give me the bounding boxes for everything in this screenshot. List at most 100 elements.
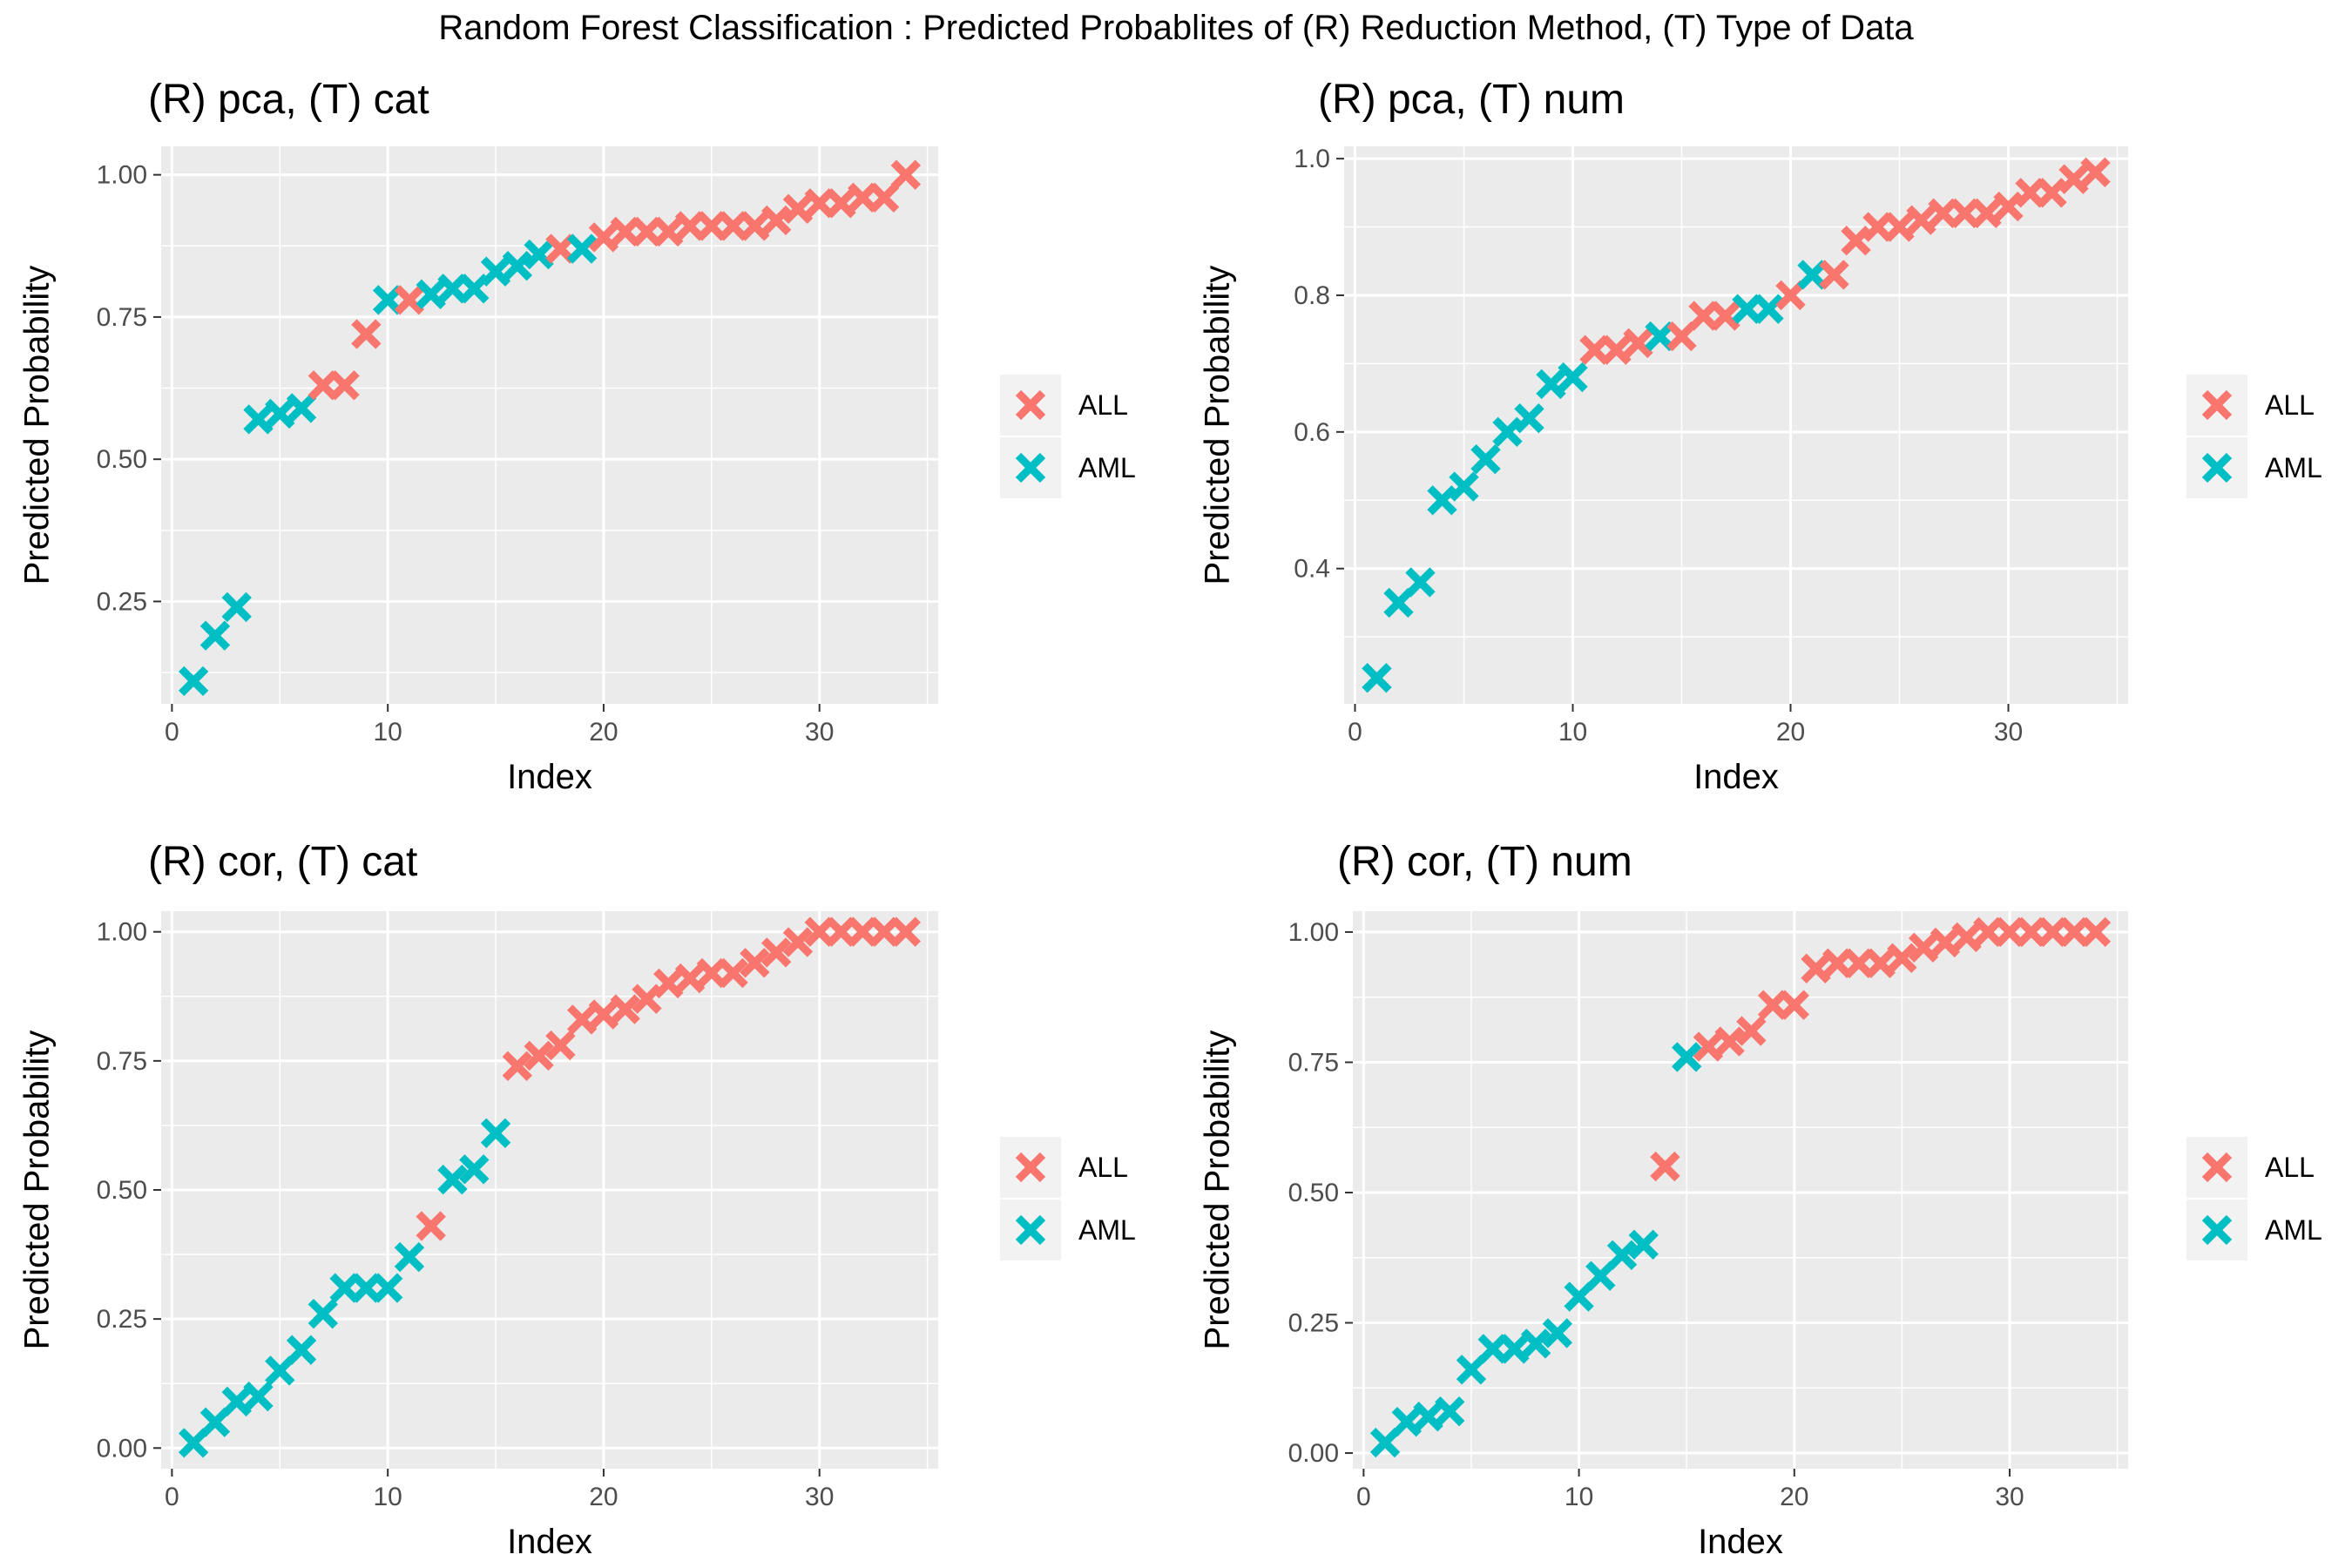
- data-point-aml: [502, 250, 533, 281]
- legend-marker-all: [1015, 1152, 1046, 1183]
- data-point-all: [1951, 922, 1982, 953]
- data-point-all: [1714, 1026, 1745, 1057]
- data-point-all: [1993, 191, 2024, 222]
- data-point-all: [890, 916, 922, 947]
- data-point-all: [2080, 916, 2112, 948]
- legend-marker-aml: [1015, 452, 1046, 483]
- axis-ticks: [1345, 930, 2011, 1477]
- data-point-all: [588, 999, 619, 1030]
- legend-marker-all: [2201, 1152, 2233, 1183]
- x-tick-label: 10: [1565, 1483, 1593, 1511]
- data-point-aml: [480, 1118, 511, 1148]
- data-point-aml: [459, 1154, 490, 1185]
- y-tick-label: 0.00: [97, 1434, 147, 1463]
- data-point-all: [1819, 260, 1849, 290]
- data-point-aml: [1564, 1281, 1594, 1312]
- y-tick-label: 0.8: [1294, 281, 1330, 310]
- data-points: [178, 916, 922, 1458]
- x-tick-label: 10: [373, 1483, 402, 1511]
- data-point-aml: [1427, 485, 1457, 516]
- data-point-aml: [524, 239, 554, 270]
- data-point-aml: [1470, 444, 1501, 475]
- data-point-all: [610, 994, 640, 1024]
- axis-ticks: [153, 173, 821, 712]
- data-points: [1369, 916, 2112, 1458]
- y-axis-label: Predicted Probability: [18, 266, 57, 585]
- data-point-all: [1841, 226, 1871, 256]
- data-point-aml: [1520, 1328, 1551, 1359]
- x-tick-label: 0: [1348, 718, 1362, 747]
- data-point-all: [1650, 1151, 1680, 1182]
- major-gridlines: [1353, 911, 2128, 1469]
- data-point-aml: [1456, 1355, 1487, 1385]
- data-point-all: [1908, 932, 1939, 963]
- data-point-aml: [178, 666, 209, 697]
- data-point-aml: [1413, 1402, 1443, 1432]
- data-point-all: [1865, 948, 1896, 978]
- data-point-aml: [1754, 294, 1784, 324]
- data-point-all: [1801, 953, 1831, 983]
- y-tick-label: 0.75: [97, 1047, 147, 1076]
- data-point-all: [1884, 212, 1915, 242]
- data-point-aml: [416, 279, 446, 309]
- data-point-aml: [265, 398, 295, 429]
- x-tick-label: 0: [165, 718, 179, 747]
- legend: ALL AML: [2186, 1137, 2322, 1260]
- panel-background: [161, 146, 938, 704]
- data-point-all: [1775, 280, 1806, 311]
- legend: ALL AML: [1000, 1137, 1136, 1260]
- data-point-all: [868, 182, 900, 213]
- data-point-aml: [178, 1428, 209, 1458]
- data-point-aml: [308, 1299, 339, 1329]
- major-gridlines: [161, 911, 938, 1469]
- legend-marker-aml: [1015, 1214, 1046, 1246]
- data-point-aml: [199, 1407, 231, 1437]
- x-tick-label: 20: [1780, 1483, 1808, 1511]
- data-point-all: [351, 319, 382, 349]
- y-tick-label: 0.25: [97, 1305, 147, 1334]
- data-point-aml: [1585, 1260, 1616, 1291]
- data-point-aml: [1435, 1396, 1465, 1427]
- major-gridlines: [1344, 146, 2128, 704]
- x-axis-label: Index: [1698, 1523, 1783, 1561]
- x-axis-label: Index: [507, 1523, 592, 1561]
- data-point-aml: [221, 591, 252, 623]
- legend-label: AML: [2265, 1214, 2322, 1246]
- data-point-all: [782, 927, 814, 957]
- data-point-all: [740, 948, 770, 978]
- data-point-all: [2058, 164, 2089, 194]
- data-point-all: [545, 1030, 576, 1061]
- y-tick-label: 0.50: [97, 445, 147, 474]
- data-point-all: [329, 370, 360, 401]
- data-point-all: [394, 285, 425, 315]
- y-tick-label: 1.00: [1288, 918, 1339, 947]
- data-point-aml: [1536, 368, 1566, 400]
- x-tick-label: 30: [805, 718, 834, 747]
- y-tick-label: 0.25: [1288, 1309, 1339, 1338]
- data-point-all: [740, 211, 770, 241]
- data-point-aml: [1391, 1406, 1422, 1437]
- x-tick-label: 20: [589, 1483, 618, 1511]
- legend-label: ALL: [1078, 389, 1128, 421]
- legend-marker-all: [1015, 389, 1046, 421]
- data-point-aml: [199, 620, 231, 651]
- data-point-aml: [1542, 1318, 1573, 1348]
- data-point-all: [524, 1040, 554, 1071]
- data-point-all: [760, 937, 792, 968]
- data-point-aml: [372, 1273, 403, 1303]
- data-point-aml: [243, 404, 274, 435]
- data-point-aml: [1369, 1427, 1401, 1458]
- data-point-all: [1693, 1031, 1724, 1062]
- data-point-all: [1887, 943, 1917, 974]
- chart-panel-1: 0 10 20 30 0.25 0.50 0.75 1.00 (R) pca, (T) cat I…: [18, 77, 1136, 796]
- legend-marker-aml: [2201, 452, 2233, 483]
- data-points: [1362, 157, 2111, 693]
- x-tick-label: 30: [805, 1483, 834, 1511]
- data-point-aml: [1628, 1229, 1659, 1260]
- data-point-aml: [1672, 1042, 1702, 1072]
- data-point-all: [2037, 178, 2067, 208]
- axis-ticks: [1336, 158, 2010, 712]
- data-point-aml: [1606, 1240, 1638, 1270]
- data-point-all: [1601, 335, 1632, 365]
- data-point-all: [718, 957, 748, 989]
